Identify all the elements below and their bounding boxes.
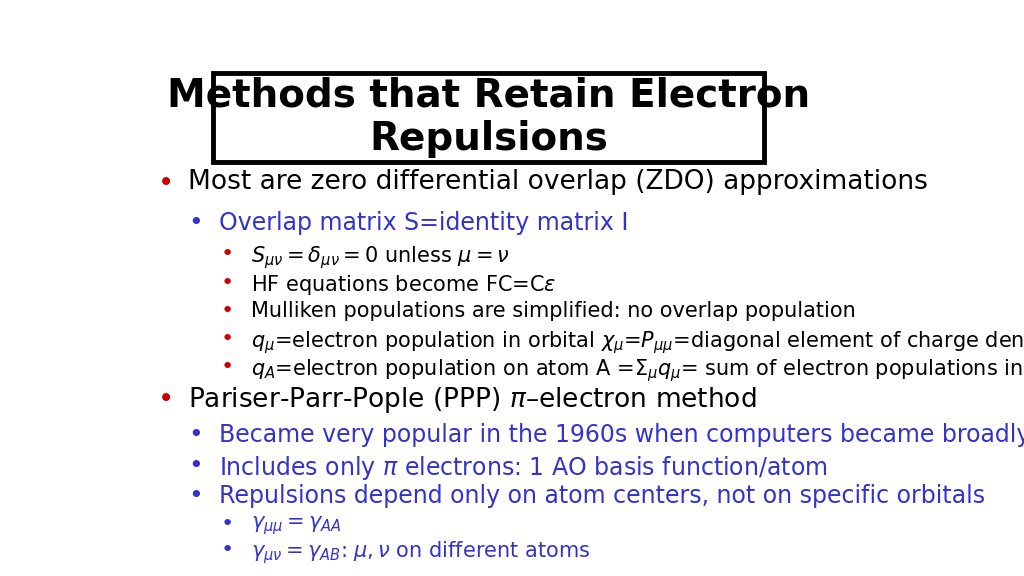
Text: Mulliken populations are simplified: no overlap population: Mulliken populations are simplified: no … xyxy=(251,301,856,321)
FancyBboxPatch shape xyxy=(213,73,764,161)
Text: HF equations become FC=C$\varepsilon$: HF equations become FC=C$\varepsilon$ xyxy=(251,273,556,297)
Text: •: • xyxy=(220,273,233,293)
Text: •: • xyxy=(220,514,233,534)
Text: Repulsions depend only on atom centers, not on specific orbitals: Repulsions depend only on atom centers, … xyxy=(219,484,985,508)
Text: •: • xyxy=(220,301,233,321)
Text: •: • xyxy=(188,211,203,235)
Text: •: • xyxy=(188,484,203,508)
Text: •: • xyxy=(158,385,174,413)
Text: Became very popular in the 1960s when computers became broadly available: Became very popular in the 1960s when co… xyxy=(219,423,1024,446)
Text: Includes only $\pi$ electrons: 1 AO basis function/atom: Includes only $\pi$ electrons: 1 AO basi… xyxy=(219,454,827,482)
Text: •: • xyxy=(158,169,174,197)
Text: •: • xyxy=(220,357,233,377)
Text: $q_{\mu}$=electron population in orbital $\chi_{\mu}$=$P_{\mu\mu}$=diagonal elem: $q_{\mu}$=electron population in orbital… xyxy=(251,329,1024,356)
Text: •: • xyxy=(220,244,233,264)
Text: Most are zero differential overlap (ZDO) approximations: Most are zero differential overlap (ZDO)… xyxy=(187,169,928,195)
Text: $\gamma_{\mu\mu}=\gamma_{AA}$: $\gamma_{\mu\mu}=\gamma_{AA}$ xyxy=(251,514,342,537)
Text: $\gamma_{\mu\nu}=\gamma_{AB}$: $\mu,\nu$ on different atoms: $\gamma_{\mu\nu}=\gamma_{AB}$: $\mu,\nu$… xyxy=(251,540,591,566)
Text: $q_A$=electron population on atom A =$\Sigma_{\mu}q_{\mu}$= sum of electron popu: $q_A$=electron population on atom A =$\S… xyxy=(251,357,1024,384)
Text: $S_{\mu\nu} = \delta_{\mu\nu} = 0$ unless $\mu=\nu$: $S_{\mu\nu} = \delta_{\mu\nu} = 0$ unles… xyxy=(251,244,510,271)
Text: Pariser-Parr-Pople (PPP) $\pi$–electron method: Pariser-Parr-Pople (PPP) $\pi$–electron … xyxy=(187,385,756,415)
Text: •: • xyxy=(220,540,233,560)
Text: Methods that Retain Electron
Repulsions: Methods that Retain Electron Repulsions xyxy=(167,76,810,158)
Text: •: • xyxy=(220,329,233,349)
Text: •: • xyxy=(188,454,203,478)
Text: Overlap matrix S=identity matrix I: Overlap matrix S=identity matrix I xyxy=(219,211,629,235)
Text: •: • xyxy=(188,423,203,446)
